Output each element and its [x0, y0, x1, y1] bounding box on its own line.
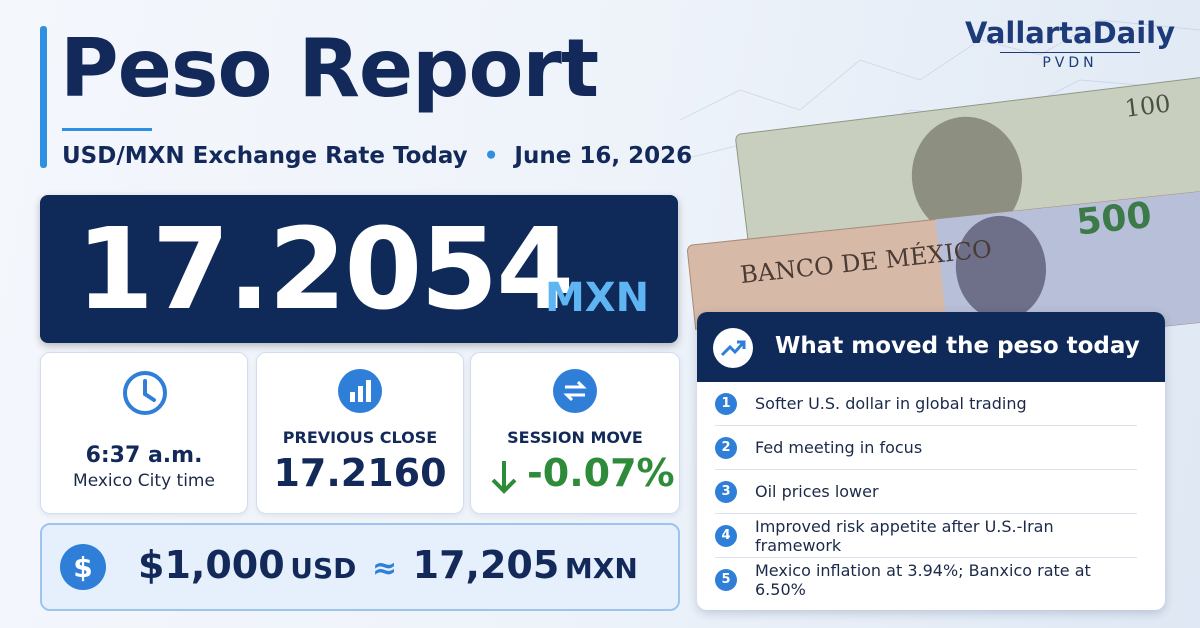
drivers-list: 1 Softer U.S. dollar in global trading 2 Fe… [697, 382, 1165, 610]
stat-value: 17.2160 [273, 451, 447, 495]
item-text: Fed meeting in focus [755, 438, 923, 457]
driver-item: 1 Softer U.S. dollar in global trading [715, 382, 1137, 426]
dollar-icon: $ [60, 544, 106, 590]
session-move-card: SESSION MOVE -0.07% [470, 352, 680, 514]
usd-amount: $1,000 [138, 543, 285, 587]
item-number: 4 [715, 524, 737, 547]
date: June 16, 2026 [514, 143, 693, 169]
note-value: 500 [1075, 195, 1154, 244]
title: Peso Report [60, 22, 599, 115]
panel-header: What moved the peso today [697, 312, 1165, 382]
item-text: Mexico inflation at 3.94%; Banxico rate … [755, 560, 1091, 599]
driver-item: 2 Fed meeting in focus [715, 426, 1137, 470]
stat-value: -0.07% [527, 451, 675, 495]
item-number: 3 [715, 480, 737, 503]
item-text: Softer U.S. dollar in global trading [755, 394, 1027, 413]
item-text: Improved risk appetite after U.S.-Iran f… [755, 516, 1054, 555]
stat-label: SESSION MOVE [507, 428, 643, 447]
time: 6:37 a.m. [85, 443, 203, 468]
approx: ≈ [371, 551, 398, 586]
swap-icon [553, 369, 597, 413]
rate-box: 17.2054 MXN [40, 195, 678, 343]
time-card: 6:37 a.m. Mexico City time [40, 352, 248, 514]
conversion-line: $1,000 USD ≈ 17,205 MXN [138, 543, 638, 587]
chart-icon [338, 369, 382, 413]
driver-item: 3 Oil prices lower [715, 470, 1137, 514]
panel-title: What moved the peso today [775, 333, 1140, 359]
rate-unit: MXN [545, 275, 650, 321]
mxn-unit: MXN [564, 552, 638, 585]
mxn-amount: 17,205 [412, 543, 560, 587]
subtitle-line: USD/MXN Exchange Rate Today • June 16, 2… [62, 143, 693, 169]
item-number: 5 [715, 568, 737, 591]
usd-unit: USD [290, 552, 357, 585]
accent-bar [40, 26, 47, 168]
clock-icon [123, 371, 167, 415]
subtitle: USD/MXN Exchange Rate Today [62, 143, 468, 169]
item-text: Oil prices lower [755, 482, 879, 501]
conversion-box: $ $1,000 USD ≈ 17,205 MXN [40, 523, 680, 611]
trend-icon [713, 328, 753, 368]
swap-glyph [563, 380, 587, 402]
rate-value: 17.2054 [76, 205, 574, 335]
brand: VallartaDaily PVDN [960, 16, 1180, 71]
brand-name: VallartaDaily [964, 16, 1176, 50]
trend-glyph [720, 340, 746, 357]
item-number: 2 [715, 436, 737, 459]
banknotes: 100 BANCO DE MÉXICO 500 [680, 19, 1200, 330]
note-value: 100 [1123, 89, 1172, 122]
drivers-panel: What moved the peso today 1 Softer U.S. d… [697, 312, 1165, 610]
driver-item: 4 Improved risk appetite after U.S.-Iran … [715, 514, 1137, 558]
item-number: 1 [715, 392, 737, 415]
down-arrow [491, 461, 517, 494]
driver-item: 5 Mexico inflation at 3.94%; Banxico rate… [715, 558, 1137, 601]
divider [62, 128, 152, 131]
stat-label: PREVIOUS CLOSE [282, 428, 438, 447]
previous-close-card: PREVIOUS CLOSE 17.2160 [256, 352, 464, 514]
bars-glyph [350, 380, 371, 402]
time-zone: Mexico City time [73, 471, 215, 491]
brand-sub: PVDN [1000, 52, 1140, 71]
